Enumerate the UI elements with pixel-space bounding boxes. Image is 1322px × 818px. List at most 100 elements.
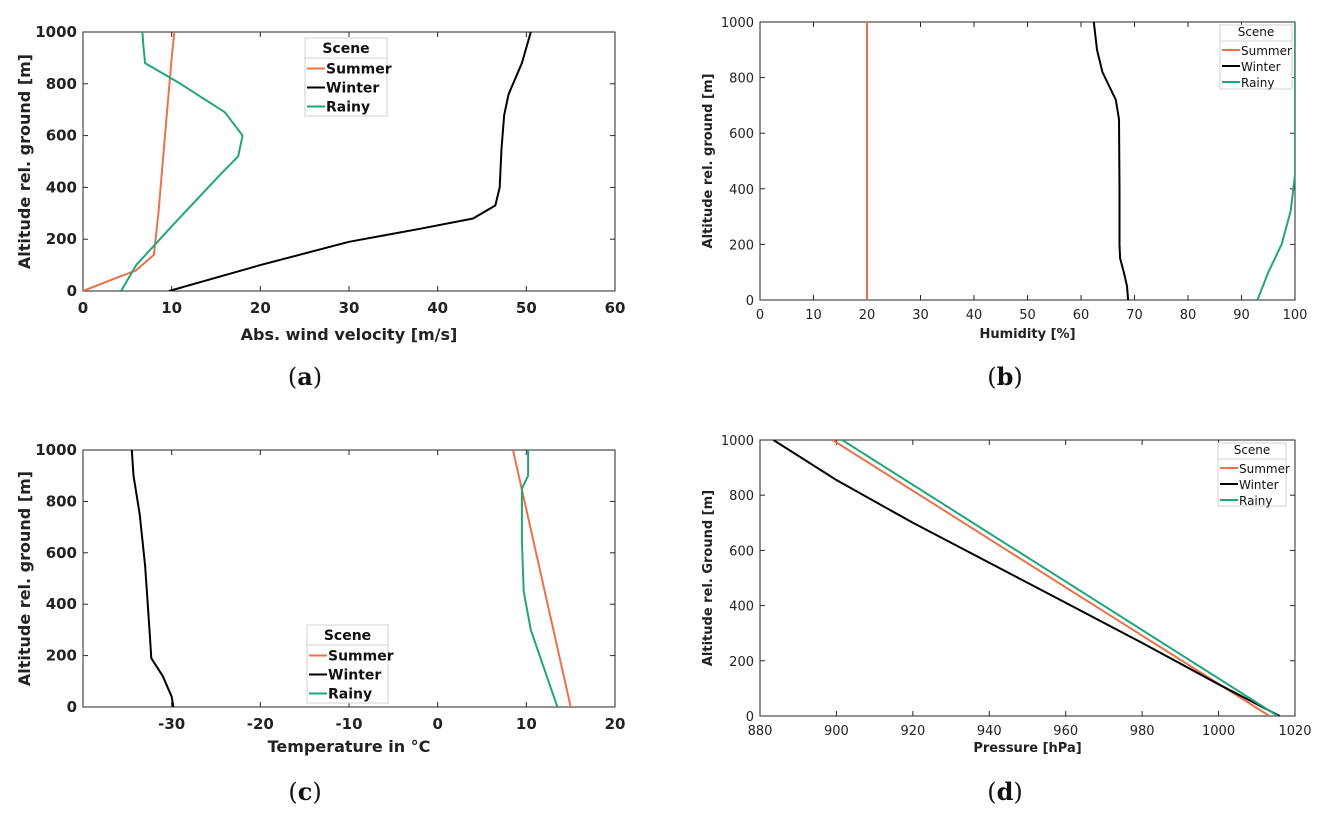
y-axis-title: Altitude rel. ground [m] xyxy=(15,54,34,269)
y-tick-label: 400 xyxy=(729,600,754,615)
y-tick-label: 0 xyxy=(746,294,754,309)
legend: Scene Summer Winter Rainy xyxy=(1217,442,1290,508)
y-axis-title: Altitude rel. ground [m] xyxy=(701,74,716,249)
series-line-winter xyxy=(772,440,1281,716)
legend-entry-rainy: Rainy xyxy=(1241,76,1274,90)
legend-title: Scene xyxy=(1234,443,1271,457)
x-tick-label: -30 xyxy=(158,715,185,733)
x-tick-label: 60 xyxy=(605,299,626,317)
x-tick-label: 80 xyxy=(1180,308,1197,323)
series-line-summer xyxy=(83,32,176,291)
legend-entry-winter: Winter xyxy=(1239,478,1279,492)
x-tick-label: 40 xyxy=(966,308,983,323)
legend-entry-winter: Winter xyxy=(328,668,381,684)
series-line-rainy xyxy=(520,450,559,707)
legend-title: Scene xyxy=(1238,25,1275,39)
panel-caption: (d) xyxy=(987,777,1023,806)
x-tick-label: 0 xyxy=(756,308,764,323)
y-axis-title: Altitude rel. Ground [m] xyxy=(701,490,716,666)
x-tick-label: -10 xyxy=(335,715,362,733)
x-tick-label: 1000 xyxy=(1202,724,1235,739)
x-tick-label: 880 xyxy=(748,724,773,739)
x-tick-label: 40 xyxy=(427,299,448,317)
x-tick-label: 20 xyxy=(859,308,876,323)
y-tick-label: 800 xyxy=(729,72,754,87)
legend-entry-summer: Summer xyxy=(1241,44,1292,58)
series-line-winter xyxy=(1092,22,1130,300)
y-tick-label: 600 xyxy=(46,544,77,562)
y-tick-label: 400 xyxy=(46,595,77,613)
x-tick-label: 980 xyxy=(1130,724,1155,739)
y-tick-label: 200 xyxy=(46,230,77,248)
y-tick-label: 1000 xyxy=(721,434,754,449)
legend-title: Scene xyxy=(322,41,369,57)
x-axis-title: Temperature in °C xyxy=(268,737,431,756)
y-tick-label: 800 xyxy=(46,492,77,510)
legend-entry-rainy: Rainy xyxy=(328,687,372,703)
series-line-rainy xyxy=(841,440,1279,716)
series-line-winter xyxy=(168,32,532,291)
series-line-winter xyxy=(130,450,175,707)
x-tick-label: 60 xyxy=(1073,308,1090,323)
x-axis-title: Humidity [%] xyxy=(979,327,1075,342)
x-tick-label: 50 xyxy=(516,299,537,317)
x-tick-label: 30 xyxy=(339,299,360,317)
legend-title: Scene xyxy=(324,628,371,644)
chart-c: -30 -20 -10 0 10 2002004006008001000Temperatu… xyxy=(15,441,625,806)
legend-entry-rainy: Rainy xyxy=(1239,494,1272,508)
series-line-rainy xyxy=(120,32,244,291)
y-tick-label: 800 xyxy=(729,489,754,504)
y-tick-label: 600 xyxy=(729,544,754,559)
y-tick-label: 200 xyxy=(46,647,77,665)
x-tick-label: 1020 xyxy=(1278,724,1311,739)
series-line-summer xyxy=(832,440,1270,716)
y-tick-label: 600 xyxy=(46,127,77,145)
x-tick-label: 90 xyxy=(1233,308,1250,323)
chart-b: 0 10 20 30 40 50 60 70 80 90 10002004006008001000H… xyxy=(701,16,1307,391)
y-tick-label: 400 xyxy=(46,178,77,196)
x-tick-label: 10 xyxy=(516,715,537,733)
y-tick-label: 200 xyxy=(729,238,754,253)
x-tick-label: 20 xyxy=(605,715,626,733)
chart-d: 880 900 920 940 960 980 1000 1020 0 200 400 600 800 1… xyxy=(701,434,1312,806)
y-axis-title: Altitude rel. ground [m] xyxy=(15,471,34,686)
legend-box xyxy=(304,37,388,117)
x-tick-label: 20 xyxy=(250,299,271,317)
legend: Scene Summer Winter Rainy xyxy=(304,37,392,117)
series-line-rainy xyxy=(1256,22,1295,300)
legend-box xyxy=(1217,442,1287,507)
x-tick-label: 920 xyxy=(900,724,925,739)
y-tick-label: 1000 xyxy=(35,441,77,459)
x-tick-label: 10 xyxy=(805,308,822,323)
panel-caption: (c) xyxy=(288,777,321,806)
x-tick-label: 0 xyxy=(432,715,442,733)
y-tick-label: 600 xyxy=(729,127,754,142)
x-tick-label: 50 xyxy=(1019,308,1036,323)
legend-box xyxy=(1219,24,1293,90)
x-tick-label: -20 xyxy=(247,715,274,733)
legend-entry-rainy: Rainy xyxy=(326,100,370,116)
x-tick-label: 0 xyxy=(78,299,88,317)
y-tick-label: 400 xyxy=(729,183,754,198)
y-tick-label: 800 xyxy=(46,75,77,93)
plot-area xyxy=(759,21,1296,301)
legend-entry-summer: Summer xyxy=(326,62,392,78)
legend-entry-winter: Winter xyxy=(1241,60,1281,74)
legend: Scene Summer Winter Rainy xyxy=(1219,24,1293,90)
legend: Scene Summer Winter Rainy xyxy=(306,624,394,704)
x-tick-label: 100 xyxy=(1283,308,1308,323)
y-tick-label: 0 xyxy=(746,710,754,725)
legend-box xyxy=(306,624,389,704)
y-tick-label: 200 xyxy=(729,655,754,670)
x-tick-label: 10 xyxy=(161,299,182,317)
y-tick-label: 1000 xyxy=(721,16,754,31)
legend-entry-summer: Summer xyxy=(1239,462,1290,476)
x-tick-label: 940 xyxy=(977,724,1002,739)
legend-entry-winter: Winter xyxy=(326,81,379,97)
x-axis-title: Pressure [hPa] xyxy=(973,741,1081,756)
x-axis-title: Abs. wind velocity [m/s] xyxy=(241,325,458,344)
y-tick-label: 1000 xyxy=(35,23,77,41)
